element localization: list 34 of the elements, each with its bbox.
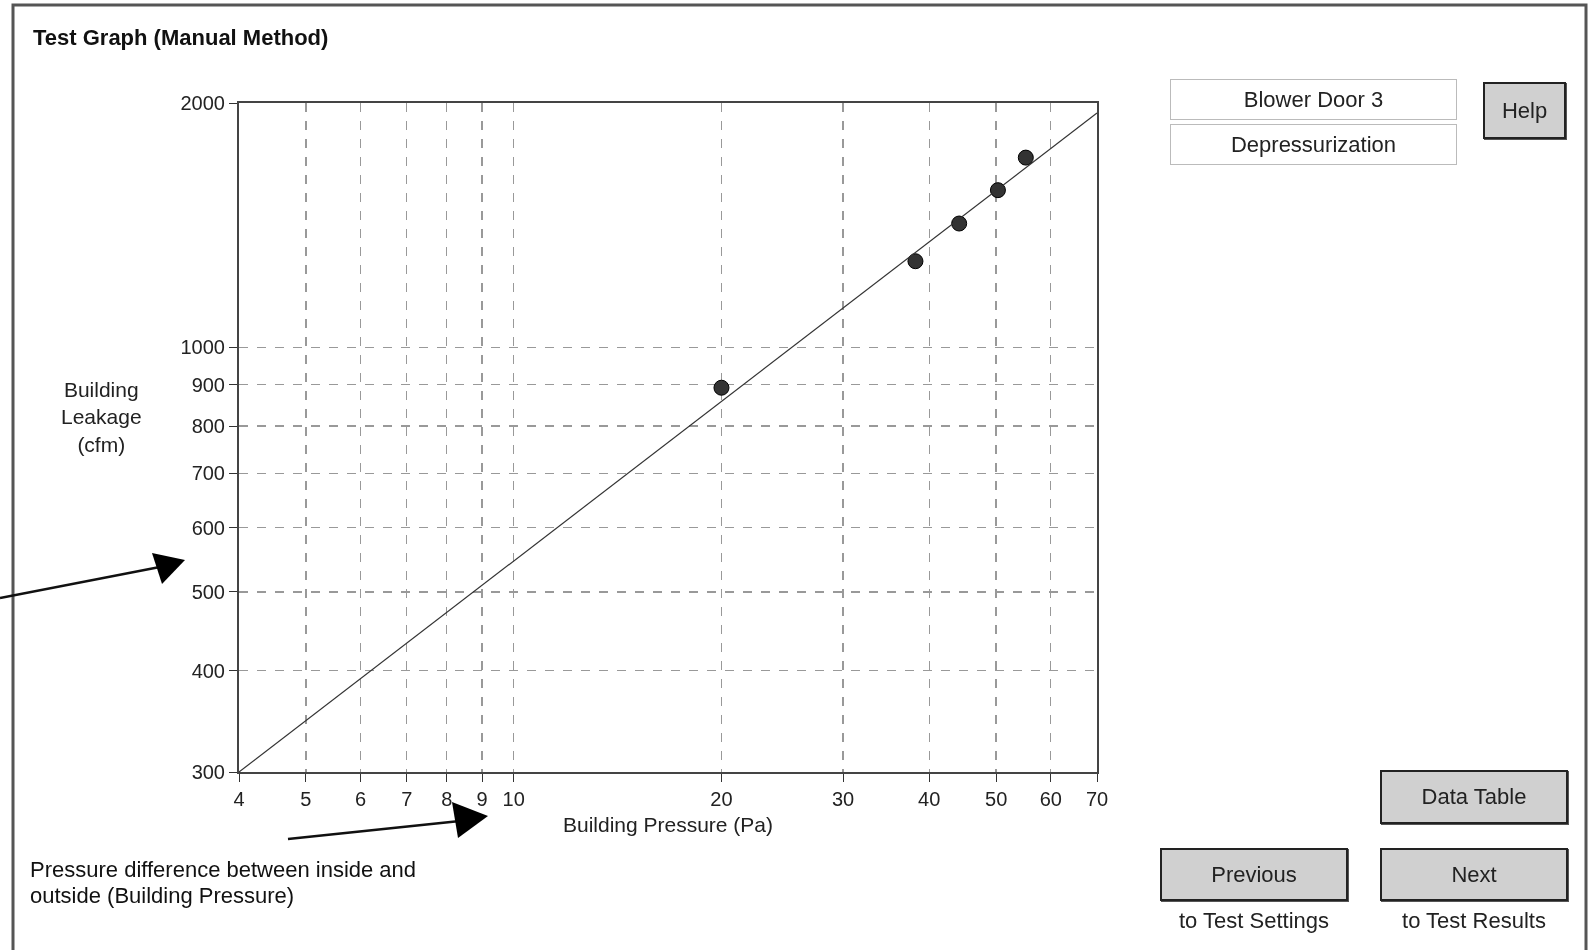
button: Next	[1380, 848, 1568, 901]
text-field: Blower Door 3	[1170, 79, 1457, 120]
y-tick-label: 2000	[180, 92, 225, 114]
y-tick-label: 400	[191, 659, 225, 682]
button: Previous	[1160, 848, 1348, 901]
y-tick-label: 700	[191, 462, 225, 485]
x-tick-label: 6	[354, 788, 367, 810]
x-tick-label: 70	[1085, 788, 1109, 810]
x-tick-label: 8	[441, 788, 453, 810]
y-tick-label: 800	[191, 415, 225, 438]
y-tick-label: 1000	[180, 336, 225, 359]
caption-text: to Test Results	[1401, 907, 1547, 935]
caption-text: to Test Settings	[1178, 907, 1330, 935]
button: Data Table	[1380, 770, 1568, 824]
chart-title: Test Graph (Manual Method)	[33, 24, 329, 50]
note-text: Pressure difference between inside and outside (Building Pressure)	[30, 857, 418, 910]
x-tick-label: 50	[985, 788, 1008, 810]
text-field: Depressurization	[1170, 124, 1457, 165]
y-tick-label: 500	[191, 580, 225, 603]
x-tick-label: 30	[831, 788, 855, 810]
x-tick-label: 60	[1039, 788, 1062, 810]
x-tick-label: 5	[300, 788, 312, 810]
x-tick-label: 20	[710, 788, 733, 810]
y-tick-label: 900	[191, 373, 225, 396]
button: Help	[1483, 82, 1566, 139]
y-tick-label: 300	[191, 761, 225, 783]
y-tick-label: 600	[191, 516, 225, 539]
x-tick-label: 10	[502, 788, 525, 810]
x-tick-label: 40	[918, 788, 941, 810]
x-tick-label: 4	[233, 788, 245, 810]
x-axis-title: Building Pressure (Pa)	[562, 812, 774, 836]
x-tick-label: 7	[401, 788, 413, 810]
x-tick-label: 9	[476, 788, 488, 810]
y-axis-title: Building Leakage (cfm)	[61, 378, 142, 456]
